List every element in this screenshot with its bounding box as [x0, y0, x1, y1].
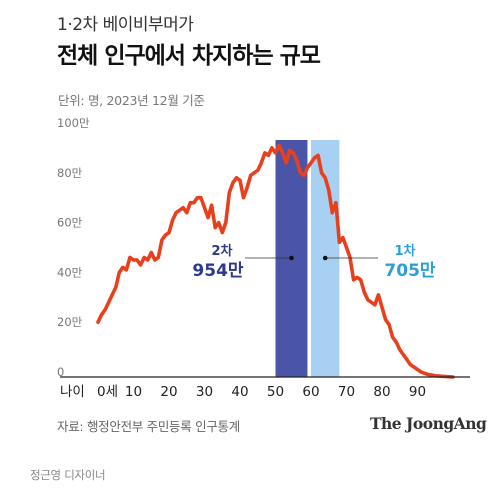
annotations: 2차 954만 1차 705만	[192, 243, 435, 281]
x-tick-label-90: 90	[409, 384, 426, 400]
y-tick-label-40: 40만	[57, 265, 83, 279]
chart-subtitle: 1·2차 베이비부머가	[57, 15, 194, 35]
x-tick-label-20: 20	[160, 384, 177, 400]
x-tick-label-70: 70	[338, 384, 355, 400]
x-tick-label-10: 10	[125, 384, 142, 400]
baby-boomer-bands	[275, 140, 340, 377]
annotation-dot-first	[322, 255, 328, 261]
source-note: 자료: 행정안전부 주민등록 인구통계	[57, 419, 240, 434]
y-axis: 0 20만 40만 60만 80만 100만	[57, 116, 90, 379]
y-tick-label-100: 100만	[57, 116, 90, 130]
brand-logo: The JoongAng	[370, 414, 487, 433]
x-tick-label-60: 60	[302, 384, 319, 400]
annotation-dot-second	[289, 255, 294, 261]
band-value-second: 954만	[192, 261, 243, 281]
x-tick-label-80: 80	[373, 384, 390, 400]
y-tick-label-60: 60만	[57, 216, 83, 230]
x-tick-label-40: 40	[231, 384, 248, 400]
y-tick-label-80: 80만	[57, 166, 83, 180]
y-tick-label-20: 20만	[57, 315, 83, 329]
unit-note: 단위: 명, 2023년 12월 기준	[58, 93, 205, 108]
x-tick-label-50: 50	[267, 384, 284, 400]
y-tick-label-0: 0	[57, 365, 64, 379]
series-layer	[96, 143, 455, 379]
designer-credit: 정근영 디자이너	[30, 468, 106, 482]
chart-title: 전체 인구에서 차지하는 규모	[57, 43, 321, 69]
x-tick-label-0: 0세	[97, 384, 118, 400]
band-name-first: 1차	[394, 243, 415, 259]
band-name-second: 2차	[211, 243, 232, 259]
x-axis: 나이 0세 10 20 30 40 50 60 70 80 90	[60, 376, 470, 400]
band-value-first: 705만	[384, 261, 435, 281]
x-axis-label: 나이	[60, 384, 85, 400]
population-chart: 0 20만 40만 60만 80만 100만 나이 0세 10 20 30 40 50 60 70 80 90…	[57, 116, 470, 400]
x-tick-label-30: 30	[196, 384, 213, 400]
population-line	[96, 143, 455, 379]
